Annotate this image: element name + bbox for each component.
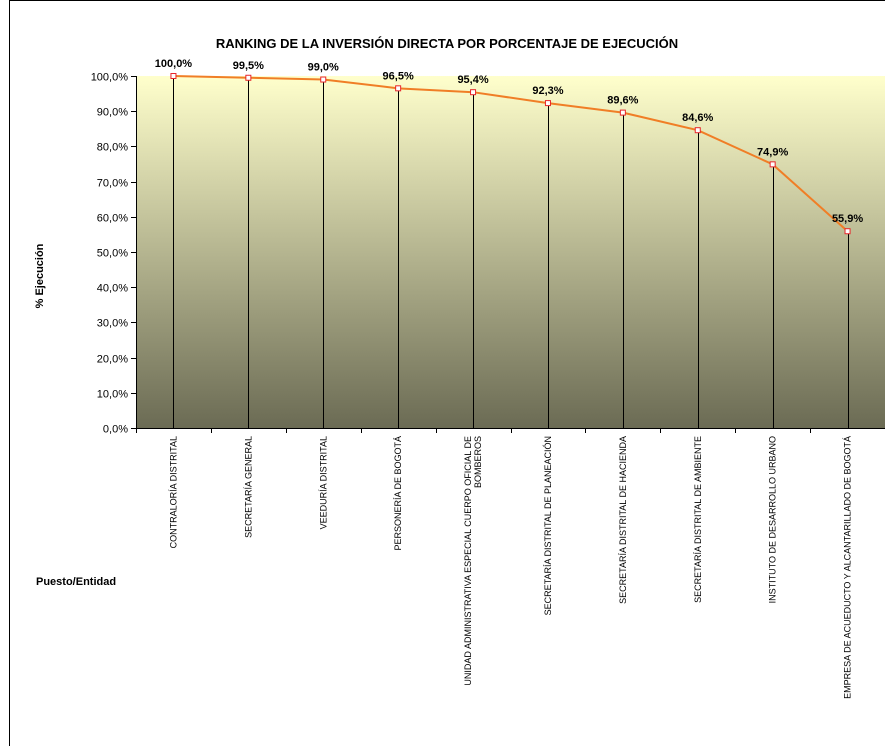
data-point [395, 85, 402, 92]
data-point [844, 228, 851, 235]
y-tick-label: 20,0% [97, 354, 128, 366]
y-tick-label: 60,0% [97, 213, 128, 225]
data-point [694, 127, 701, 134]
y-tick-label: 50,0% [97, 248, 128, 260]
x-axis: CONTRALORÍA DISTRITAL SECRETARÍA GENERAL V… [136, 428, 885, 699]
data-point [470, 89, 477, 96]
data-label: 99,0% [308, 62, 339, 74]
data-point [170, 73, 177, 79]
data-point [245, 74, 252, 81]
chart-title: RANKING DE LA INVERSIÓN DIRECTA POR PORC… [216, 36, 678, 51]
y-axis-title: % Ejecución [34, 243, 46, 308]
data-point [320, 76, 327, 83]
y-tick-label: 70,0% [97, 178, 128, 190]
data-labels: 100,0% 99,5% 99,0% 96,5% 95,4% 92,3% 89,6% 84,6… [155, 58, 864, 225]
plot-area [136, 76, 885, 428]
data-label: 74,9% [757, 146, 788, 158]
y-tick-label: 0,0% [103, 424, 128, 436]
y-tick-label: 30,0% [97, 318, 128, 330]
y-tick-label: 10,0% [97, 389, 128, 401]
data-label: 92,3% [532, 85, 563, 97]
x-tick-label: CONTRALORÍA DISTRITAL [168, 436, 178, 548]
data-point [619, 109, 626, 116]
x-tick-label: PERSONERÍA DE BOGOTÁ [393, 436, 403, 551]
x-tick-label: INSTITUTO DE DESARROLLO URBANO [768, 436, 778, 603]
y-tick-label: 100,0% [91, 72, 129, 84]
data-label: 84,6% [682, 112, 713, 124]
x-tick-label: VEEDURÍA DISTRITAL [318, 436, 328, 529]
x-tick-label: BOMBEROS [473, 436, 483, 488]
data-label: 89,6% [607, 95, 638, 107]
x-tick-label: SECRETARÍA DISTRITAL DE AMBIENTE [693, 436, 703, 603]
y-axis: 0,0% 10,0% 20,0% 30,0% 40,0% 50,0% 60,0% 70,0% 8… [91, 72, 137, 436]
data-label: 95,4% [457, 74, 488, 86]
y-tick-label: 90,0% [97, 107, 128, 119]
x-axis-title: Puesto/Entidad [36, 576, 116, 588]
data-label: 96,5% [383, 70, 414, 82]
data-label: 99,5% [233, 60, 264, 72]
series-line [173, 75, 849, 232]
y-tick-label: 40,0% [97, 283, 128, 295]
x-tick-label: SECRETARÍA GENERAL [243, 436, 253, 538]
data-point [769, 161, 776, 168]
x-tick-label: SECRETARÍA DISTRITAL DE HACIENDA [618, 436, 628, 604]
x-tick-label: SECRETARÍA DISTRITAL DE PLANEACIÓN [543, 436, 553, 615]
drop-lines [173, 76, 849, 428]
data-label: 100,0% [155, 58, 193, 70]
data-point [544, 100, 551, 107]
data-markers [170, 73, 851, 235]
data-label: 55,9% [832, 213, 863, 225]
x-tick-label: EMPRESA DE ACUEDUCTO Y ALCANTARILLADO DE… [843, 436, 853, 699]
y-tick-label: 80,0% [97, 142, 128, 154]
x-tick-label: UNIDAD ADMINISTRATIVA ESPECIAL CUERPO OF… [463, 436, 473, 686]
